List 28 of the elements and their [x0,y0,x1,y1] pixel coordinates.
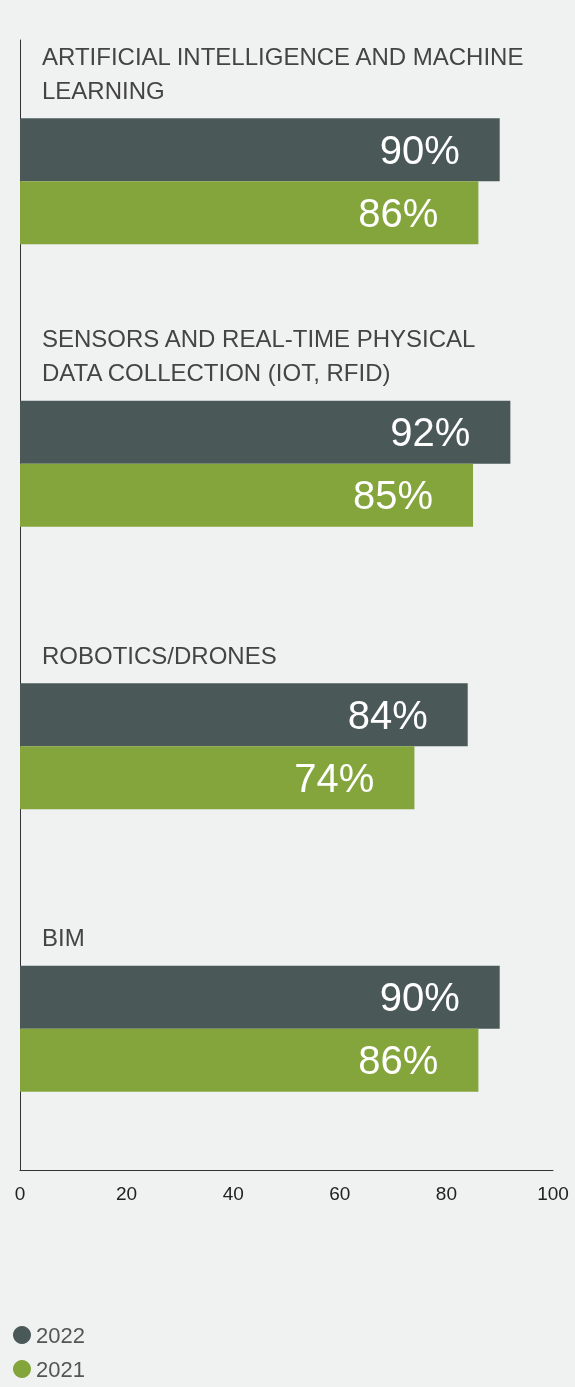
bar [20,746,415,810]
data-label: 90% [379,127,460,172]
legend-label: 2022 [36,1322,85,1348]
x-tick-label: 100 [537,1183,569,1204]
data-label: 92% [390,410,471,455]
y-tick-label: ARTIFICIAL INTELLIGENCE AND MACHINE LEARNING [42,42,531,104]
data-label: 74% [294,755,375,800]
data-label: 86% [358,190,439,235]
x-tick-label: 80 [435,1183,457,1204]
x-tick-label: 20 [116,1183,138,1204]
bar [20,181,479,245]
y-tick-label: SENSORS AND REAL-TIME PHYSICAL DATA COLLECTION (IOT, RFID) [42,325,482,387]
data-label: 85% [352,473,434,518]
bar [20,118,500,182]
bar [20,1028,479,1092]
y-tick-label: ROBOTICS/DRONES [42,641,277,669]
x-tick-label: 0 [14,1183,26,1204]
bar [20,683,468,747]
data-label: 84% [347,692,428,737]
data-label: 86% [358,1038,439,1083]
x-tick-label: 60 [329,1183,351,1204]
x-tick-label: 40 [222,1183,244,1204]
bar [20,463,474,527]
y-tick-label: BIM [42,924,85,952]
legend-label: 2021 [36,1356,85,1382]
bar [20,400,511,464]
data-label: 90% [379,975,460,1020]
bar [20,965,500,1029]
